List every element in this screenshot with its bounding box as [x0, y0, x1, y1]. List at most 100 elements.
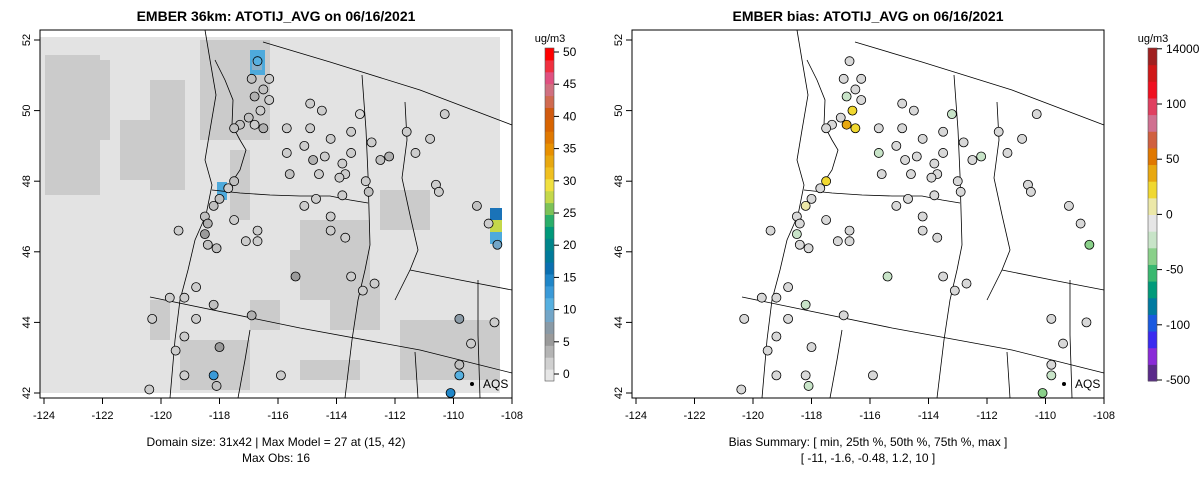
site-marker — [357, 285, 368, 296]
grid-cell — [400, 320, 500, 380]
map-boundaries — [149, 29, 513, 399]
boundary-line — [409, 269, 513, 291]
site-marker — [844, 225, 855, 236]
y-tick-label: 42 — [613, 387, 625, 399]
site-marker — [917, 211, 928, 222]
site-marker — [765, 225, 776, 236]
colorbar-segment — [545, 262, 554, 275]
site-marker — [897, 98, 908, 109]
site-marker — [346, 271, 357, 282]
site-marker — [305, 98, 316, 109]
site-marker — [366, 137, 377, 148]
grid-cell — [60, 100, 100, 195]
site-marker — [401, 126, 412, 137]
site-marker — [932, 232, 943, 243]
colorbar-segment — [545, 119, 554, 132]
site-marker — [1031, 109, 1042, 120]
colorbar-segment — [1148, 347, 1157, 365]
site-marker — [803, 381, 814, 391]
site-marker — [445, 388, 456, 398]
boundary-line — [1001, 269, 1105, 291]
boundary-line — [237, 329, 251, 399]
colorbar-tick-label: 30 — [563, 174, 577, 188]
site-marker — [258, 123, 269, 134]
boundary-line — [936, 244, 963, 399]
site-marker — [961, 278, 972, 289]
colorbar-tick-label: -50 — [1166, 263, 1184, 277]
colorbar-segment — [545, 309, 554, 323]
x-tick-label: -116 — [267, 410, 288, 422]
site-marker — [337, 190, 348, 201]
site-marker — [214, 342, 225, 353]
site-marker — [794, 218, 805, 229]
colorbar-segment — [545, 250, 554, 263]
site-marker — [844, 56, 855, 67]
site-marker — [1058, 338, 1068, 349]
plot-frame — [631, 29, 1105, 399]
plot-frame — [39, 29, 513, 399]
colorbar-segment — [545, 226, 554, 239]
site-marker — [806, 193, 817, 204]
footer-line-2: Max Obs: 16 — [242, 451, 310, 465]
colorbar-segment — [545, 357, 554, 370]
grid-cell — [380, 190, 430, 230]
y-tick-label: 48 — [613, 175, 625, 187]
site-marker — [1046, 313, 1057, 324]
footer-line-1: Bias Summary: [ min, 25th %, 50th %, 75t… — [729, 435, 1008, 449]
colorbar-segment — [545, 285, 554, 299]
site-marker — [756, 292, 767, 303]
colorbar-tick-label: 50 — [1166, 152, 1180, 166]
boundary-line — [477, 280, 481, 399]
x-tick-label: -108 — [1093, 410, 1115, 422]
site-marker — [325, 133, 336, 144]
colorbar-segment — [545, 214, 554, 227]
x-tick-label: -110 — [443, 410, 464, 422]
footer-line-2: [ -11, -1.6, -0.48, 1.2, 10 ] — [801, 451, 936, 465]
site-marker — [360, 176, 371, 187]
legend-marker — [1062, 382, 1066, 386]
site-marker — [246, 310, 257, 321]
site-marker — [211, 381, 222, 391]
site-marker — [1063, 201, 1074, 211]
boundary-line — [1006, 351, 1011, 399]
site-marker — [771, 370, 782, 381]
colorbar-tick-label: 10 — [563, 303, 577, 317]
site-marker — [305, 123, 316, 134]
colorbar-segment — [545, 48, 554, 61]
site-marker — [791, 229, 802, 240]
legend-label: AQS — [483, 377, 508, 391]
site-marker — [891, 201, 902, 211]
site-marker — [454, 313, 465, 324]
site-marker — [252, 56, 263, 67]
site-marker — [147, 313, 158, 324]
site-marker — [938, 148, 949, 158]
site-marker — [938, 271, 949, 282]
site-marker — [191, 313, 202, 324]
site-marker — [821, 123, 832, 134]
x-tick-label: -118 — [209, 410, 230, 422]
boundary-line — [829, 329, 843, 399]
site-marker — [906, 169, 916, 180]
site-marker — [375, 155, 386, 165]
site-marker — [1084, 239, 1095, 250]
x-tick-label: -118 — [801, 410, 822, 422]
colorbar-tick-label: 0 — [563, 367, 570, 381]
boundary-line — [953, 74, 963, 246]
site-marker — [164, 292, 175, 303]
colorbar-segment — [1148, 314, 1157, 332]
site-marker — [299, 201, 310, 211]
x-tick-label: -108 — [501, 410, 523, 422]
site-marker — [311, 193, 321, 204]
site-marker — [794, 239, 805, 250]
site-marker — [208, 299, 219, 310]
colorbar-segment — [545, 238, 554, 251]
site-marker — [926, 172, 937, 183]
site-marker — [955, 186, 966, 197]
colorbar-segment — [545, 71, 554, 85]
colorbar-segment — [545, 333, 554, 346]
site-marker — [208, 201, 219, 211]
site-marker — [316, 105, 327, 116]
colorbar-tick-label: 35 — [563, 142, 577, 156]
